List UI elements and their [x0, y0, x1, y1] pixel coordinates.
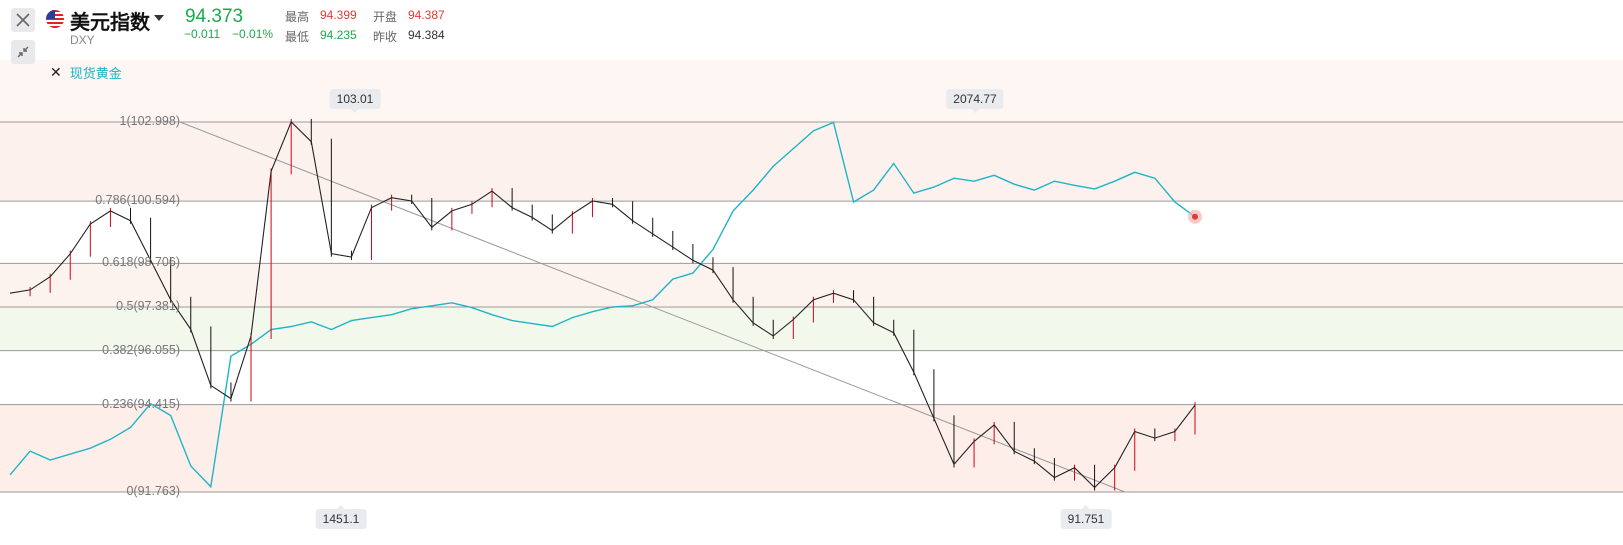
- low-value: 94.235: [320, 28, 357, 42]
- fib-band: [0, 350, 1623, 405]
- quote-header: 美元指数 DXY 94.373 −0.011 −0.01% 最高 94.399 …: [0, 0, 1623, 64]
- close-button[interactable]: [11, 8, 35, 32]
- fib-level-label: 0.382(96.055): [102, 342, 180, 357]
- fib-band: [0, 201, 1623, 264]
- collapse-button[interactable]: [11, 40, 35, 64]
- fib-level-label: 0.236(94.415): [102, 396, 180, 411]
- fib-band: [0, 404, 1623, 492]
- overlay-legend: ✕ 现货黄金: [50, 63, 122, 82]
- price-change-pct: −0.01%: [232, 27, 274, 41]
- gold-high-callout: 2074.77: [946, 89, 1004, 109]
- fib-level-label: 0.618(98.706): [102, 255, 180, 270]
- dxy-series-line: [9, 120, 1196, 489]
- low-label: 最低: [285, 30, 310, 44]
- fib-band: [0, 263, 1623, 307]
- open-label: 开盘: [373, 10, 398, 24]
- symbol-code: DXY: [70, 33, 95, 47]
- fib-band: [0, 307, 1623, 351]
- dropdown-caret-icon[interactable]: [154, 15, 164, 21]
- high-label: 最高: [285, 10, 310, 24]
- gold-series-line: [9, 121, 1196, 489]
- fib-band: [0, 60, 1623, 122]
- overlay-label-gold[interactable]: 现货黄金: [69, 66, 122, 81]
- collapse-arrows-icon: [17, 46, 29, 58]
- price-change: −0.011: [184, 27, 221, 41]
- fib-level-label: 0(91.763): [126, 484, 180, 498]
- fib-level-label: 1(102.998): [119, 114, 180, 128]
- open-value: 94.387: [408, 8, 445, 22]
- fib-level-label: 0.786(100.594): [95, 193, 180, 208]
- prev-close-label: 昨收: [373, 30, 398, 44]
- high-value: 94.399: [320, 8, 357, 22]
- dxy-high-callout: 103.01: [329, 89, 381, 109]
- last-price-marker: [1192, 213, 1198, 220]
- last-price: 94.373: [185, 6, 244, 27]
- fib-trend-line: [179, 121, 1126, 493]
- dxy-low-callout: 91.751: [1060, 509, 1112, 529]
- prev-close-value: 94.384: [408, 28, 445, 42]
- fib-level-label: 0.5(97.381): [116, 299, 180, 313]
- symbol-name: 美元指数: [70, 12, 150, 34]
- remove-overlay-icon[interactable]: ✕: [50, 64, 62, 80]
- fib-band: [0, 122, 1623, 202]
- us-flag-icon: [46, 10, 64, 28]
- gold-low-callout: 1451.1: [315, 509, 367, 529]
- close-icon: [16, 13, 30, 27]
